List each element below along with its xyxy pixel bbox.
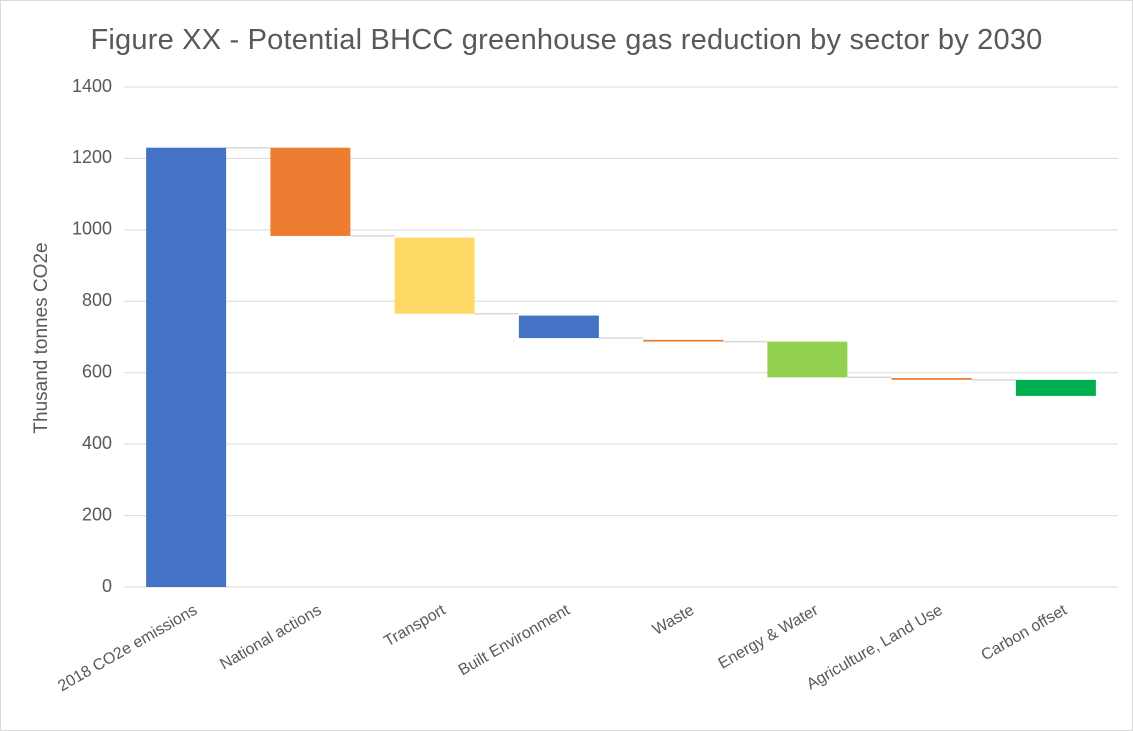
y-axis-title: Thusand tonnes CO2e (31, 242, 52, 433)
y-tick-label: 1200 (72, 147, 112, 167)
category-label: Agriculture, Land Use (804, 602, 946, 694)
y-tick-label: 1400 (72, 76, 112, 96)
category-label: National actions (217, 602, 324, 674)
y-tick-label: 0 (102, 576, 112, 596)
bar (146, 147, 227, 587)
category-label: 2018 CO2e emissions (55, 602, 200, 695)
bar (891, 378, 972, 380)
category-label: Waste (650, 602, 697, 639)
connectors (226, 146, 1016, 381)
bar (270, 147, 351, 236)
category-label: Built Environment (456, 601, 574, 679)
y-tick-label: 600 (82, 361, 112, 381)
bar (394, 237, 475, 314)
bar (767, 341, 848, 378)
category-label: Energy & Water (716, 601, 822, 672)
category-label: Transport (381, 601, 449, 650)
bar (643, 339, 724, 342)
y-tick-label: 400 (82, 433, 112, 453)
category-label: Carbon offset (978, 601, 1070, 664)
y-tick-label: 1000 (72, 219, 112, 239)
category-labels: 2018 CO2e emissions National actions Trans… (55, 601, 1070, 695)
bars (146, 147, 1096, 587)
chart-title: Figure XX - Potential BHCC greenhouse ga… (90, 24, 1043, 56)
y-tick-label: 200 (82, 504, 112, 524)
y-tick-label: 800 (82, 290, 112, 310)
y-tick-labels: 0 200 400 600 800 1000 1200 1400 (72, 76, 112, 596)
bar (1015, 379, 1096, 396)
bar (518, 315, 599, 339)
